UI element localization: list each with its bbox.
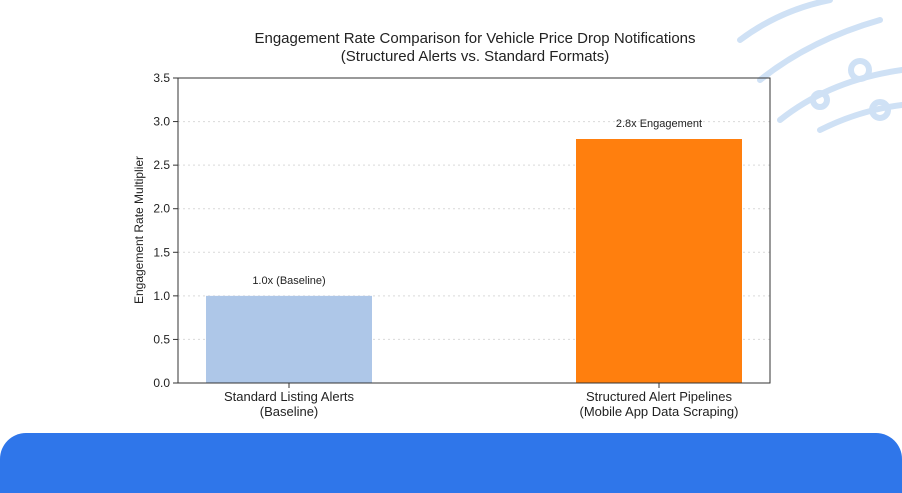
x-tick-label: Structured Alert Pipelines [586,389,732,404]
y-tick-label: 2.0 [153,202,170,216]
y-tick-label: 3.0 [153,115,170,129]
bar-chart: Engagement Rate Comparison for Vehicle P… [132,30,771,419]
bar-2 [576,139,742,383]
x-tick-labels: Standard Listing Alerts(Baseline) Structu… [224,383,739,419]
footer-band [0,433,902,493]
y-tick-label: 0.0 [153,376,170,390]
chart-title-line-1: Engagement Rate Comparison for Vehicle P… [254,30,695,47]
y-tick-label: 3.5 [153,71,170,85]
data-label: 1.0x (Baseline) [252,275,325,287]
y-tick-labels: 0.0 0.5 1.0 1.5 2.0 2.5 3.0 3.5 [153,71,178,390]
y-tick-label: 1.0 [153,289,170,303]
plot-frame [177,77,771,384]
bar-1 [206,295,372,383]
data-labels: 1.0x (Baseline) 2.8x Engagement [252,118,702,287]
y-tick-label: 1.5 [153,245,170,259]
x-tick-label: Standard Listing Alerts [224,389,355,404]
circuit-decoration [737,0,902,133]
chart-title-line-2: (Structured Alerts vs. Standard Formats) [341,48,609,65]
x-tick-label: (Baseline) [260,404,319,419]
x-tick-label: (Mobile App Data Scraping) [580,404,739,419]
bars [206,139,742,383]
y-tick-label: 0.5 [153,332,170,346]
y-axis-label: Engagement Rate Multiplier [132,156,146,304]
y-tick-label: 2.5 [153,158,170,172]
data-label: 2.8x Engagement [616,118,702,130]
